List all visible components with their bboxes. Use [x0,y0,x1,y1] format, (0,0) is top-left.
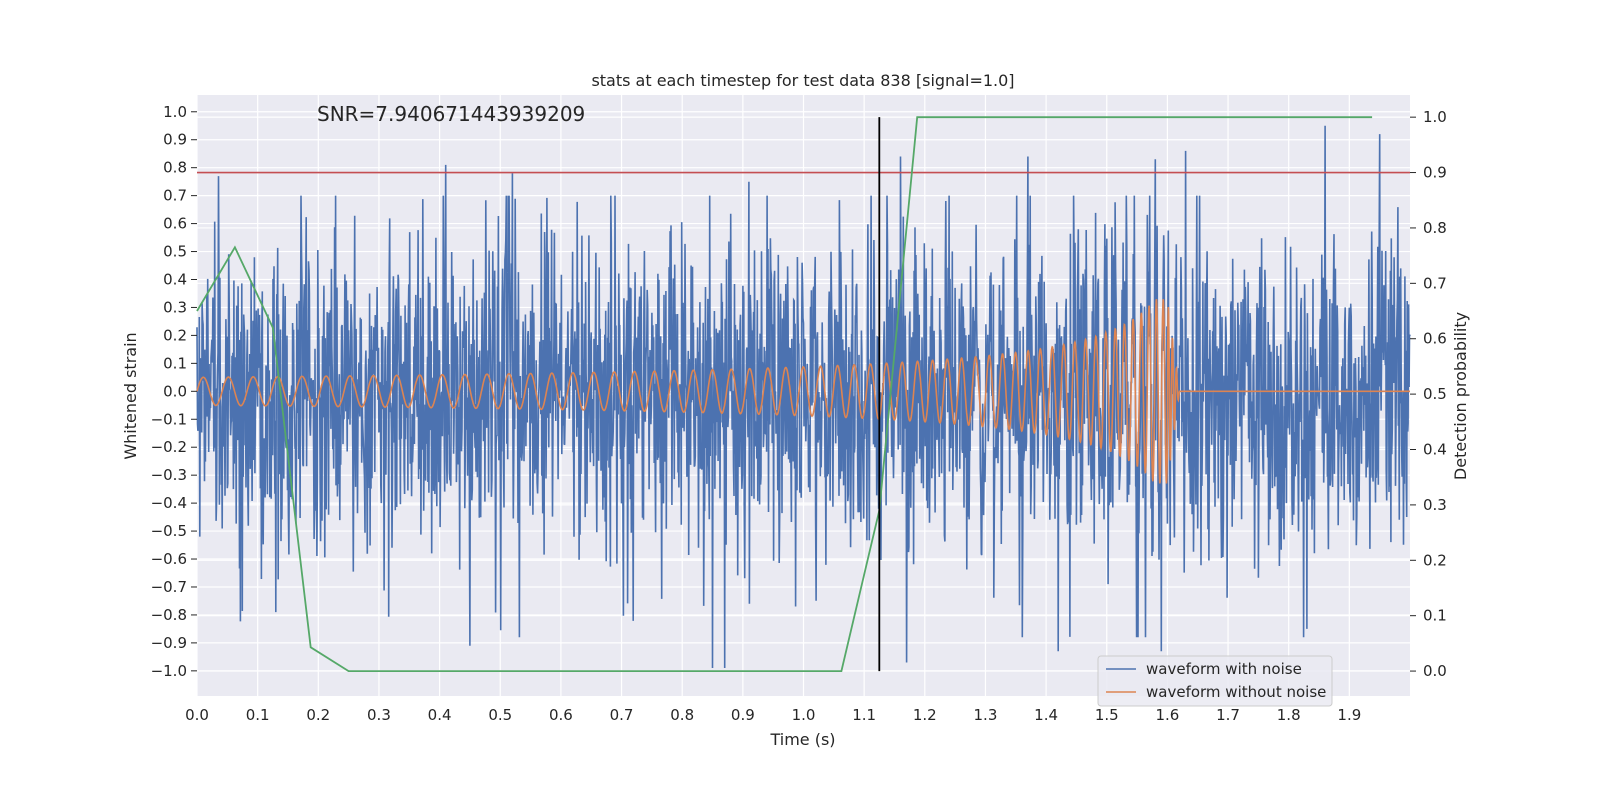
y-tick-label-13: −0.3 [151,466,187,484]
y-tick-label-0: 1.0 [163,103,187,121]
legend: waveform with noise waveform without noi… [1097,655,1333,707]
y2-axis-label: Detection probability [1451,312,1470,480]
x-tick-label-1: 0.1 [246,706,270,724]
series-waveform-without-noise [196,299,1410,484]
y2-tick-label-4: 0.4 [1423,441,1447,459]
y-tick-label-5: 0.5 [163,243,187,261]
x-tick-label-13: 1.3 [974,706,998,724]
y2-tick-label-10: 1.0 [1423,108,1447,126]
series-detection-probability [196,116,1373,672]
y-tick-label-8: 0.2 [163,326,187,344]
y-tick-label-12: −0.2 [151,438,187,456]
legend-box [1097,655,1333,707]
x-tick-label-0: 0.0 [185,706,209,724]
y2-tick-label-9: 0.9 [1423,164,1447,182]
y2-axis: 0.0 0.1 0.2 0.3 0.4 0.5 0.6 0.7 0.8 0.9 1.0 [1410,108,1447,680]
y-tick-label-14: −0.4 [151,494,187,512]
y2-tick-label-8: 0.8 [1423,219,1447,237]
y2-tick-label-5: 0.5 [1423,385,1447,403]
x-tick-label-3: 0.3 [367,706,391,724]
y2-tick-label-6: 0.6 [1423,330,1447,348]
x-tick-label-12: 1.2 [913,706,937,724]
x-tick-label-16: 1.6 [1155,706,1179,724]
x-tick-label-2: 0.2 [306,706,330,724]
series-waveform-with-noise [196,125,1411,669]
x-tick-label-18: 1.8 [1277,706,1301,724]
y2-tick-label-1: 0.1 [1423,607,1447,625]
y-tick-label-9: 0.1 [163,354,187,372]
x-axis-label: Time (s) [769,730,835,749]
y2-tick-label-0: 0.0 [1423,662,1447,680]
legend-label-clean: waveform without noise [1146,683,1326,701]
x-tick-label-7: 0.7 [610,706,634,724]
x-tick-label-11: 1.1 [852,706,876,724]
chart-title: stats at each timestep for test data 838… [591,71,1014,90]
y-tick-label-10: 0.0 [163,382,187,400]
x-tick-label-4: 0.4 [428,706,452,724]
y-axis: 1.0 0.9 0.8 0.7 0.6 0.5 0.4 0.3 0.2 0.1 0.0 −0.1 −0.… [151,103,197,680]
x-tick-label-15: 1.5 [1095,706,1119,724]
x-tick-label-6: 0.6 [549,706,573,724]
series-layer [196,116,1411,672]
x-axis: 0.0 0.1 0.2 0.3 0.4 0.5 0.6 0.7 0.8 0.9 1.0 1.1 1.2 1… [185,706,1361,724]
y-tick-label-4: 0.6 [163,215,187,233]
y-tick-label-7: 0.3 [163,298,187,316]
y2-tick-label-3: 0.3 [1423,496,1447,514]
y-tick-label-2: 0.8 [163,159,187,177]
x-tick-label-10: 1.0 [792,706,816,724]
y-tick-label-20: −1.0 [151,662,187,680]
y-tick-label-15: −0.5 [151,522,187,540]
x-tick-label-14: 1.4 [1034,706,1058,724]
y-axis-label: Whitened strain [121,332,140,459]
y-tick-label-16: −0.6 [151,550,187,568]
y-tick-label-11: −0.1 [151,410,187,428]
x-tick-label-8: 0.8 [670,706,694,724]
y-tick-label-1: 0.9 [163,131,187,149]
x-tick-label-19: 1.9 [1337,706,1361,724]
y2-tick-label-7: 0.7 [1423,274,1447,292]
x-tick-label-17: 1.7 [1216,706,1240,724]
x-tick-label-9: 0.9 [731,706,755,724]
y-tick-label-3: 0.7 [163,187,187,205]
y-tick-label-19: −0.9 [151,634,187,652]
y-tick-label-17: −0.7 [151,578,187,596]
snr-annotation: SNR=7.940671443939209 [317,102,585,126]
y-tick-label-6: 0.4 [163,270,187,288]
y2-tick-label-2: 0.2 [1423,551,1447,569]
x-tick-label-5: 0.5 [488,706,512,724]
y-tick-label-18: −0.8 [151,606,187,624]
legend-label-noise: waveform with noise [1146,660,1302,678]
